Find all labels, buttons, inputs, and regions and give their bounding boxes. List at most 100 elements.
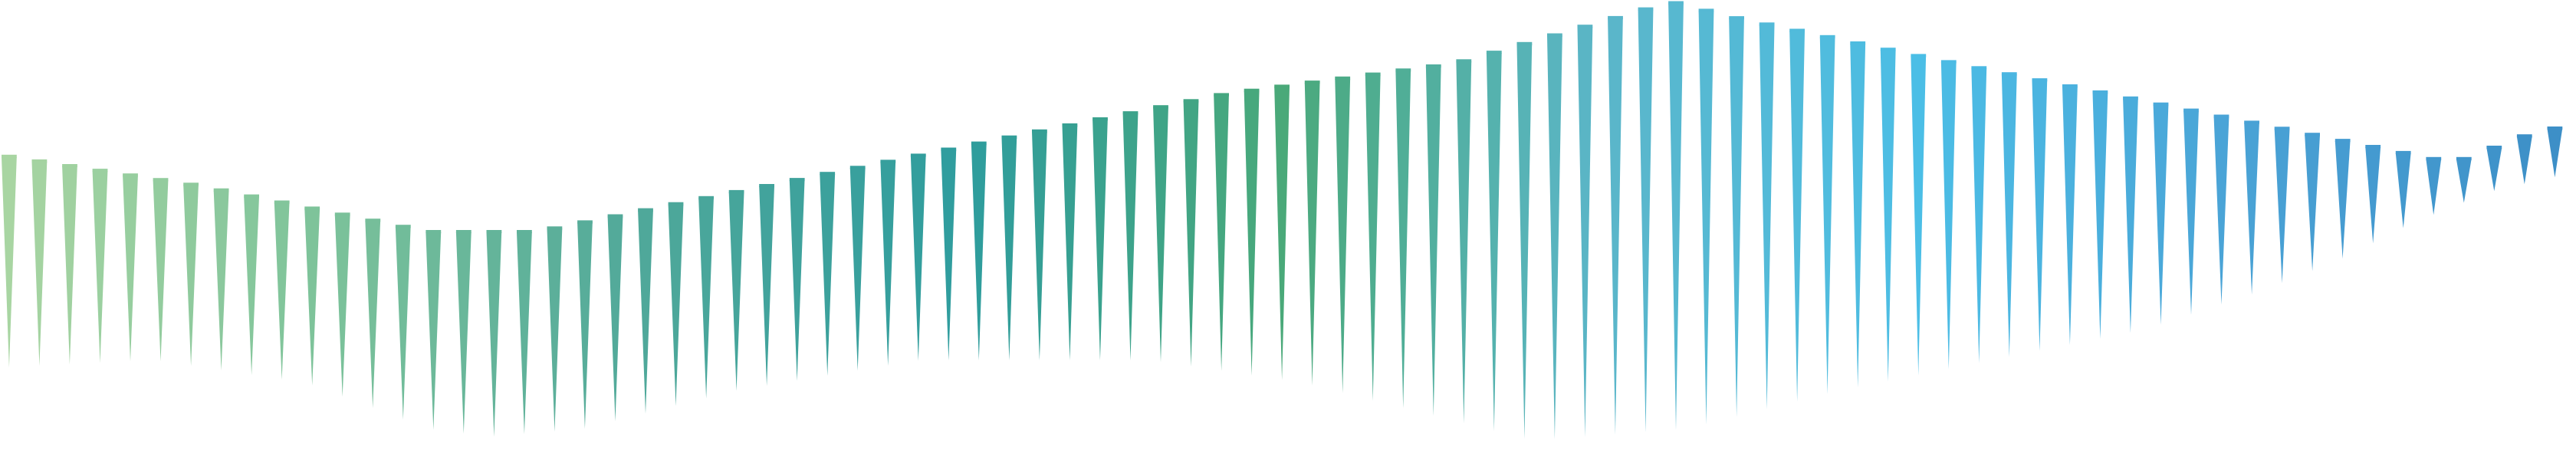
wave-spike (153, 178, 169, 362)
wave-spike-cap (1335, 76, 1351, 80)
wave-spike-cap (2456, 156, 2472, 160)
wave-spike (2062, 84, 2078, 345)
wave-spike (2183, 108, 2199, 315)
wave-spike (334, 212, 350, 397)
wave-spike-body (1153, 107, 1168, 363)
wave-spike (395, 225, 411, 420)
wave-spike-body (2395, 153, 2411, 228)
wave-spike-cap (2183, 108, 2199, 112)
wave-spike (1577, 25, 1593, 437)
wave-spike (547, 226, 563, 432)
wave-spike (1940, 60, 1957, 370)
wave-spike-cap (1244, 88, 1260, 92)
wave-spike-body (759, 186, 774, 386)
wave-spike-body (2516, 136, 2532, 185)
wave-spike-cap (577, 220, 593, 224)
wave-spike-cap (1698, 8, 1714, 12)
wave-spike-cap (638, 208, 653, 212)
wave-spike (426, 230, 442, 430)
wave-spike-cap (1365, 72, 1381, 76)
wave-spike-cap (2092, 90, 2108, 94)
wave-spike-cap (1668, 1, 1684, 5)
wave-spike-cap (2547, 127, 2563, 130)
wave-spike-cap (517, 230, 532, 233)
wave-spike-cap (1789, 28, 1805, 32)
wave-spike-cap (1274, 84, 1290, 88)
wave-spike-body (668, 204, 684, 406)
wave-spike (1001, 135, 1017, 360)
wave-spike-cap (547, 226, 563, 230)
wave-spike (1638, 7, 1654, 433)
wave-spike-body (789, 180, 805, 381)
wave-spike-body (1819, 37, 1835, 395)
wave-spike-cap (2213, 114, 2229, 118)
wave-spike-body (820, 174, 836, 376)
wave-spike-body (183, 185, 199, 366)
wave-spike-body (577, 222, 593, 429)
wave-spike (1759, 22, 1775, 409)
wave-spike-cap (1971, 66, 1987, 70)
wave-spike (941, 147, 957, 360)
wave-spike-body (334, 215, 350, 397)
wave-spike-body (365, 221, 381, 409)
wave-spike (1395, 68, 1411, 409)
wave-spike (2395, 150, 2411, 228)
wave-spike-cap (2244, 120, 2259, 124)
wave-spike (849, 166, 866, 371)
wave-spike (1608, 15, 1623, 435)
wave-spike-body (1214, 95, 1229, 372)
wave-spike-body (517, 232, 532, 435)
wave-spike (607, 214, 623, 422)
wave-spike-body (941, 150, 957, 360)
wave-spike-cap (1759, 22, 1775, 26)
wave-spike-cap (2365, 145, 2381, 148)
wave-spike (2334, 139, 2351, 259)
wave-spike-cap (789, 178, 805, 182)
wave-spike-body (2274, 129, 2290, 284)
wave-spike-cap (153, 178, 169, 182)
wave-spike (2123, 96, 2138, 334)
wave-spike-cap (971, 141, 987, 145)
wave-spike-body (123, 176, 138, 362)
wave-spike (92, 169, 108, 363)
wave-spike (455, 230, 472, 434)
wave-spike (1183, 99, 1199, 367)
wave-spike-cap (1032, 129, 1047, 133)
wave-spike-cap (1214, 93, 1229, 97)
wave-spike-cap (880, 159, 896, 163)
wave-spike (2213, 114, 2229, 305)
wave-spike-body (2123, 98, 2138, 334)
wave-spike (1425, 64, 1441, 416)
wave-spike (1971, 66, 1987, 363)
wave-spike (1789, 28, 1805, 402)
wave-spike (698, 196, 714, 399)
wave-spike-body (1880, 50, 1896, 382)
wave-spike-body (1092, 120, 1108, 360)
wave-spike-cap (2395, 150, 2411, 154)
wave-spike (1819, 34, 1835, 395)
wave-spike-cap (2062, 84, 2078, 87)
wave-spike-body (728, 192, 744, 391)
wave-spike-cap (1122, 111, 1138, 115)
wave-spike-body (2032, 80, 2048, 351)
wave-spike-body (849, 168, 866, 371)
wave-spike-cap (941, 147, 957, 151)
wave-spike-cap (2001, 72, 2017, 76)
wave-spike-body (1395, 71, 1411, 409)
wave-spike-body (1001, 137, 1017, 360)
wave-spike (1062, 123, 1078, 360)
wave-spike-cap (2, 154, 17, 158)
wave-spike-cap (1395, 68, 1411, 72)
wave-spike-body (486, 232, 502, 437)
wave-spike (2547, 127, 2563, 178)
wave-spike (910, 153, 926, 361)
wave-spike-cap (486, 230, 502, 233)
wave-spike (31, 159, 48, 366)
wave-spike (2456, 156, 2472, 203)
wave-spike-cap (607, 214, 623, 218)
wave-spike-cap (2334, 139, 2351, 143)
wave-spike-body (1122, 113, 1138, 360)
wave-spike-body (1425, 67, 1441, 416)
wave-spike-body (213, 190, 229, 371)
